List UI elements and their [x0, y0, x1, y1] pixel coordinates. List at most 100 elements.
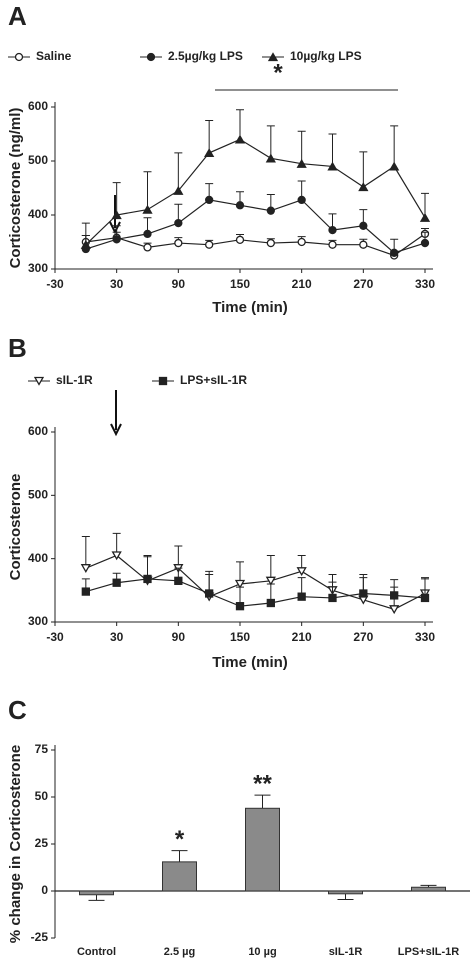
marker: [80, 239, 91, 249]
error-bar: [266, 125, 275, 159]
x-tick-label: 2.5 µg: [164, 946, 195, 958]
x-tick-label: 330: [415, 630, 435, 644]
marker: [419, 212, 431, 222]
panel-label: C: [8, 695, 27, 725]
marker: [235, 602, 245, 611]
marker: [80, 564, 91, 573]
marker: [143, 574, 152, 584]
marker: [143, 243, 152, 252]
marker: [205, 589, 214, 598]
y-tick-label: -25: [31, 930, 49, 944]
x-tick-label: 10 µg: [248, 946, 276, 958]
legend-label: 2.5µg/kg LPS: [168, 49, 243, 63]
error-bar: [390, 125, 399, 167]
x-tick-label: 270: [353, 277, 373, 291]
error-bar: [171, 850, 188, 862]
marker: [205, 195, 214, 205]
y-tick-label: 0: [41, 883, 48, 897]
marker: [14, 52, 24, 62]
marker: [390, 248, 399, 257]
x-tick-label: 90: [172, 630, 186, 644]
marker: [359, 240, 368, 249]
error-bar: [297, 130, 306, 164]
error-bar: [174, 152, 183, 191]
marker: [234, 134, 246, 144]
marker: [359, 589, 368, 598]
marker: [328, 593, 337, 603]
marker: [142, 204, 153, 214]
marker: [296, 158, 307, 168]
marker: [111, 210, 122, 220]
y-tick-label: 400: [28, 207, 48, 221]
x-tick-label: 90: [172, 277, 186, 291]
x-axis-label: Time (min): [212, 299, 288, 316]
error-bar: [266, 555, 275, 581]
x-tick-label: sIL-1R: [329, 946, 363, 958]
y-axis-label: Corticosterone: [7, 474, 24, 581]
marker: [296, 567, 307, 577]
marker: [389, 605, 400, 615]
y-axis-label: % change in Corticosterone: [7, 745, 24, 943]
x-tick-label: 150: [230, 277, 250, 291]
marker: [174, 218, 183, 228]
marker: [112, 235, 121, 244]
y-tick-label: 600: [28, 99, 48, 113]
x-axis-label: Time (min): [212, 654, 288, 671]
bar: [328, 890, 363, 895]
bar: [245, 807, 280, 892]
error-bar: [254, 794, 271, 809]
error-bar: [205, 120, 214, 153]
legend-label: LPS+sIL-1R: [180, 373, 247, 387]
y-tick-label: 400: [28, 551, 48, 565]
x-tick-label: 210: [292, 277, 312, 291]
marker: [266, 206, 275, 215]
annotation: *: [273, 59, 283, 86]
error-bar: [143, 171, 152, 210]
marker: [297, 195, 306, 205]
x-tick-label: 330: [415, 277, 435, 291]
marker: [81, 587, 90, 596]
x-tick-label: 150: [230, 630, 250, 644]
error-bar: [88, 894, 105, 901]
bar: [411, 886, 446, 892]
bar: [79, 890, 114, 896]
legend-label: Saline: [36, 49, 72, 63]
marker: [359, 221, 368, 230]
x-tick-label: 210: [292, 630, 312, 644]
marker: [328, 225, 337, 235]
marker: [267, 52, 279, 62]
marker: [204, 148, 215, 158]
x-tick-label: Control: [77, 946, 116, 958]
marker: [235, 235, 245, 244]
marker: [297, 592, 306, 601]
marker: [146, 52, 156, 62]
y-tick-label: 25: [35, 836, 49, 850]
legend-label: 10µg/kg LPS: [290, 49, 362, 63]
marker: [265, 576, 276, 586]
annotation: *: [175, 826, 185, 853]
x-tick-label: -30: [46, 630, 64, 644]
x-tick-label: 30: [110, 630, 124, 644]
marker: [327, 161, 338, 171]
panel-label: A: [8, 1, 27, 31]
series-line: [85, 233, 426, 257]
marker: [33, 376, 45, 386]
error-bar: [236, 109, 244, 140]
error-bar: [328, 133, 337, 167]
series-line: [85, 578, 426, 607]
marker: [174, 238, 183, 248]
marker: [143, 229, 152, 239]
y-tick-label: 75: [35, 742, 49, 756]
marker: [389, 161, 400, 171]
marker: [174, 576, 183, 585]
y-axis-label: Corticosterone (ng/ml): [7, 108, 24, 269]
marker: [420, 238, 430, 248]
marker: [266, 598, 275, 608]
x-tick-label: LPS+sIL-1R: [398, 946, 459, 958]
marker: [234, 579, 246, 589]
marker: [358, 182, 369, 192]
marker: [173, 185, 184, 195]
series-line: [85, 199, 426, 254]
marker: [205, 240, 214, 249]
y-tick-label: 300: [28, 261, 48, 275]
